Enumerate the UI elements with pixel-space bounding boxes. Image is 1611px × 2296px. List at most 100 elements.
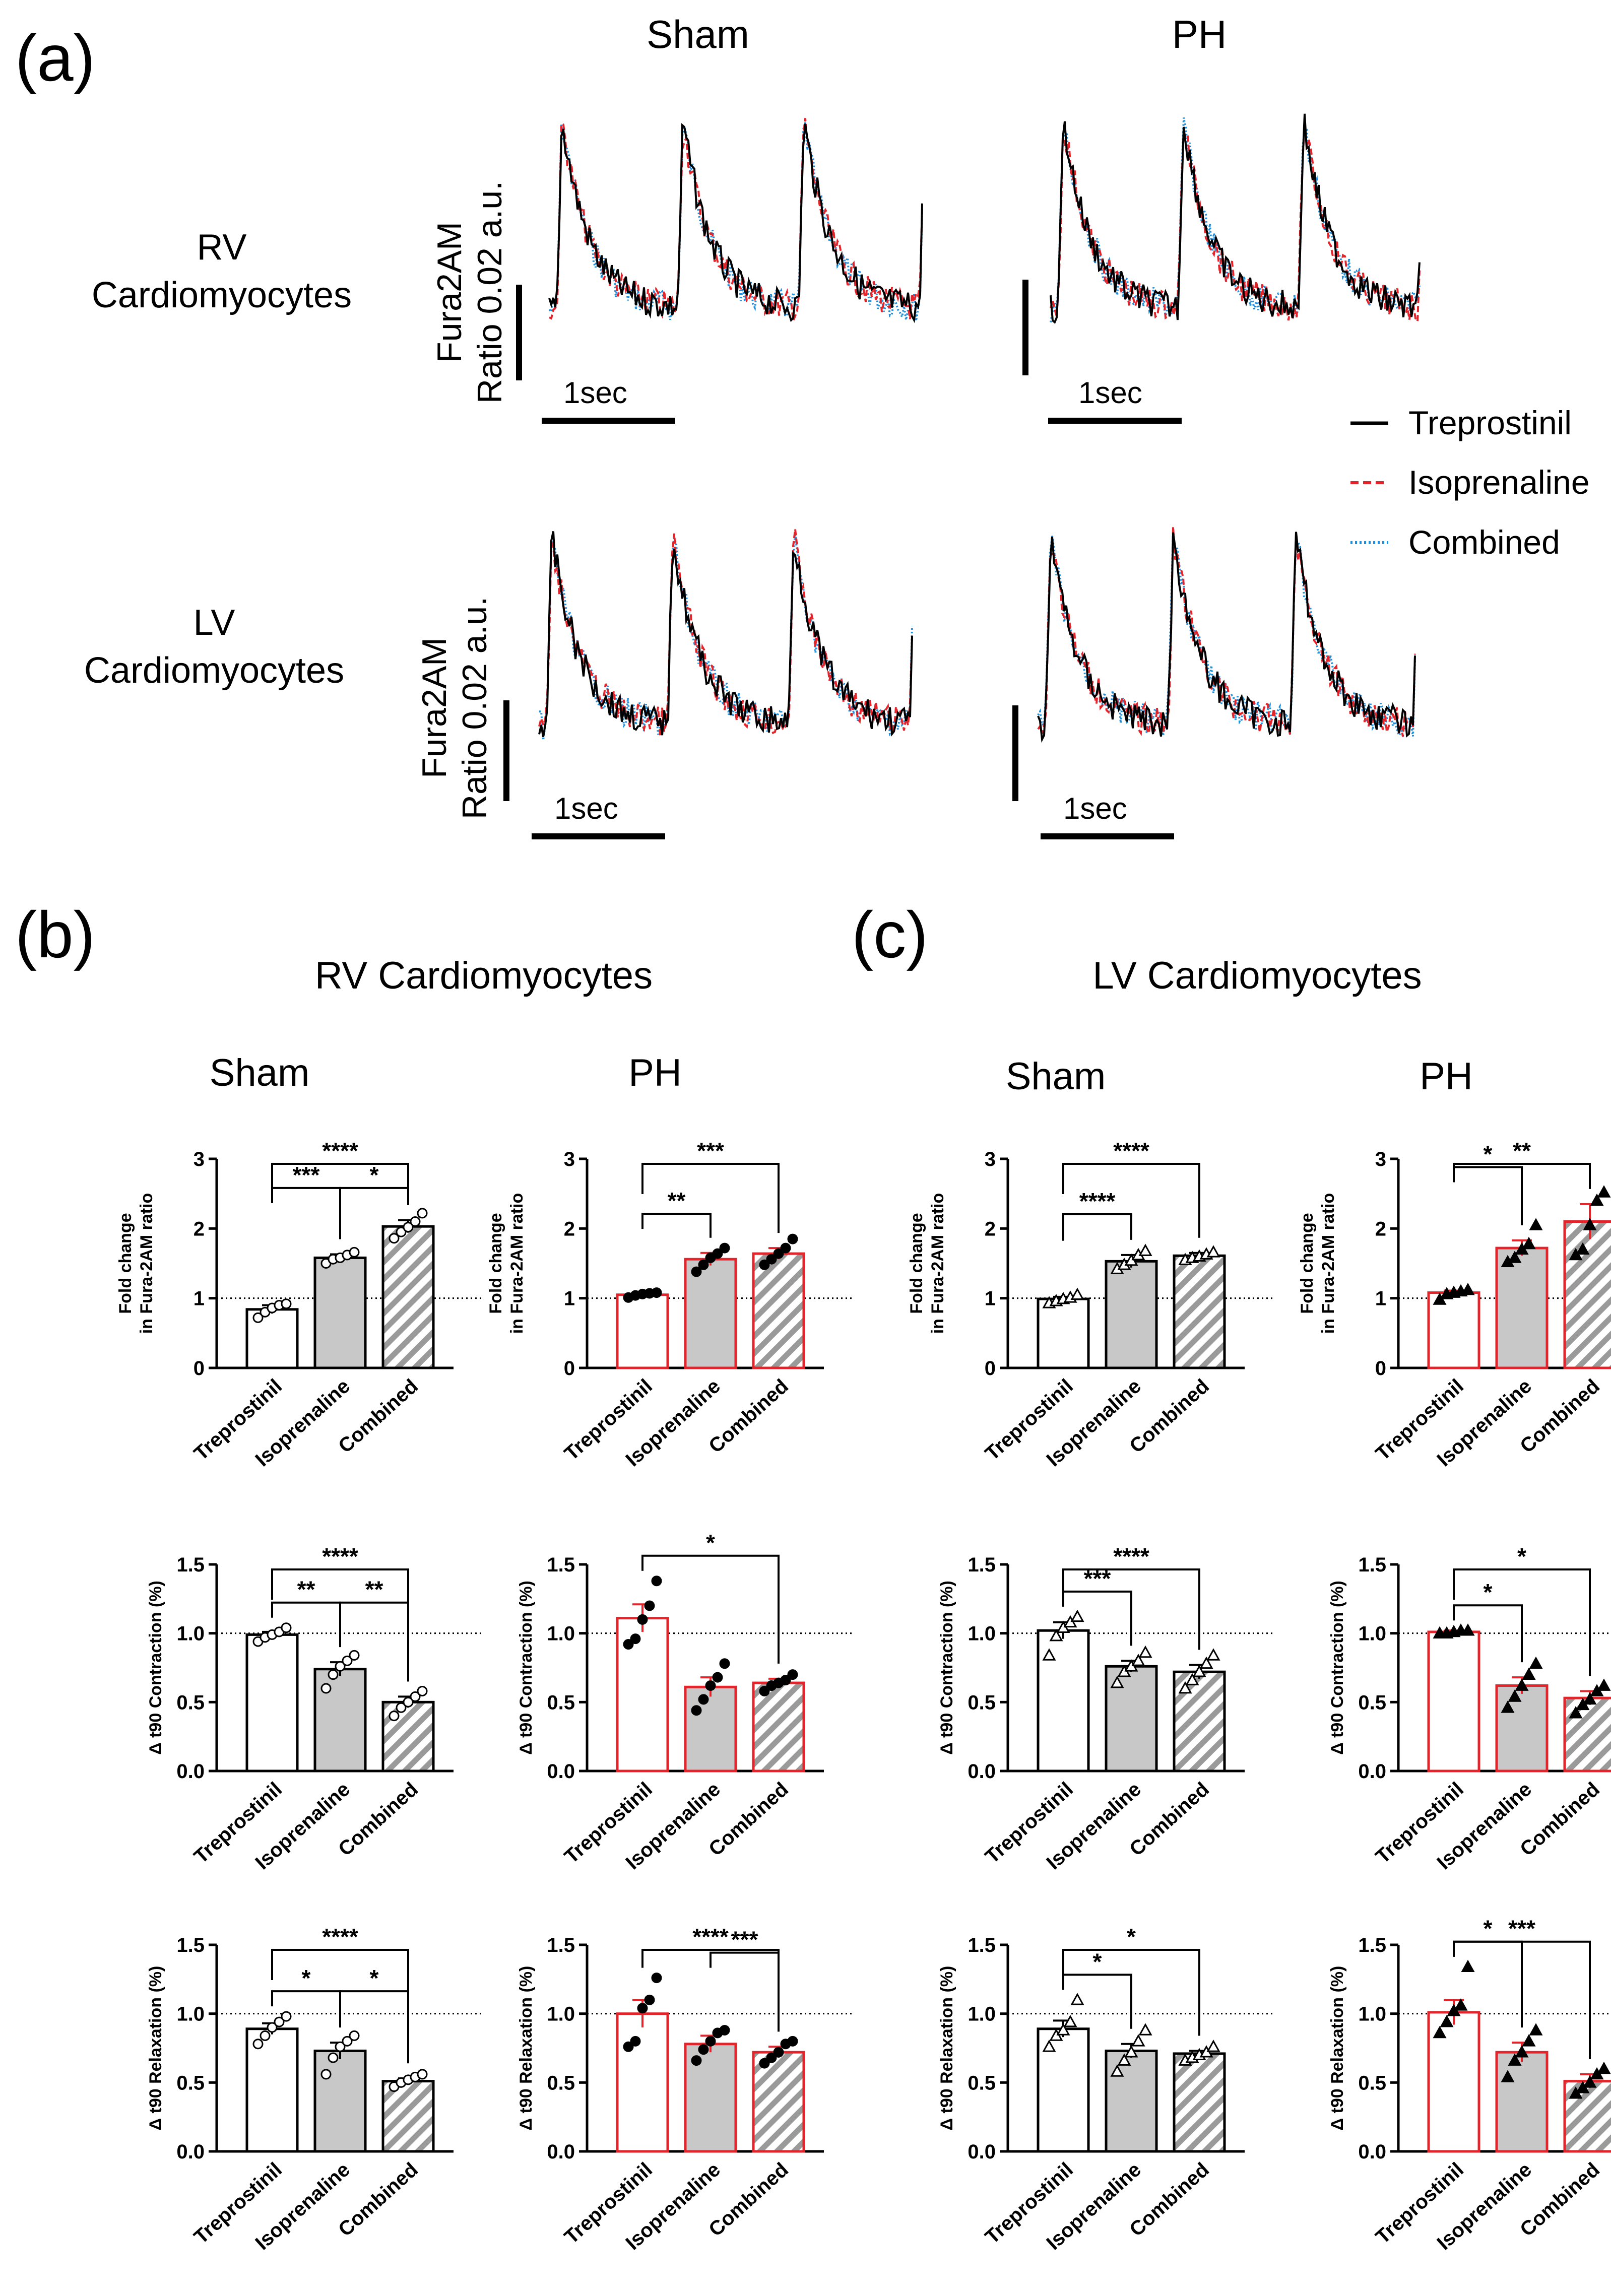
data-point — [1522, 1667, 1536, 1680]
data-point — [773, 2047, 784, 2058]
trace-rv-ph-treprostinil — [1050, 113, 1421, 324]
significance-label: **** — [1079, 1188, 1116, 1214]
significance-label: * — [1127, 1924, 1136, 1950]
y-tick-label: 0.5 — [176, 1691, 205, 1714]
legend-label-isoprenaline: Isoprenaline — [1408, 464, 1590, 501]
y-tick-label: 1.5 — [547, 1934, 575, 1956]
significance-bracket — [271, 1187, 341, 1239]
panel-b-title: RV Cardiomyocytes — [315, 954, 653, 997]
significance-label: *** — [697, 1138, 724, 1164]
trace-lv-ph-treprostinil — [1037, 532, 1416, 743]
data-point — [417, 1208, 428, 1219]
data-point — [335, 2041, 346, 2052]
data-point — [1192, 1665, 1206, 1677]
trace-lv-ph-combined — [1037, 530, 1416, 738]
y-tick-label: 1 — [564, 1288, 575, 1310]
chart-b-sham-2: 0.00.51.01.5Δ t90 Contraction (%)Trepros… — [146, 1543, 484, 1874]
data-point — [1461, 1282, 1475, 1295]
y-tick-label: 1.0 — [968, 2003, 996, 2025]
y-tick-label: 0 — [1375, 1357, 1386, 1380]
bar-isoprenaline — [1495, 1684, 1549, 1773]
panel-b-letter: (b) — [15, 898, 95, 971]
data-point — [267, 2022, 278, 2033]
significance-label: * — [1484, 1579, 1493, 1605]
data-point — [644, 1600, 655, 1611]
y-tick-label: 0.5 — [968, 1691, 996, 1714]
y-axis-label: Δ t90 Contraction (%) — [1328, 1581, 1347, 1755]
data-point — [759, 1685, 770, 1696]
data-point — [320, 2069, 332, 2080]
significance-bracket — [1062, 1163, 1200, 1238]
y-axis-label: Fold change — [1298, 1213, 1317, 1314]
y-tick-label: 1 — [985, 1288, 996, 1310]
data-point — [1199, 1656, 1213, 1669]
data-point — [281, 1298, 292, 1309]
data-point — [637, 1614, 648, 1625]
data-point — [1110, 1675, 1124, 1688]
significance-bracket — [271, 1163, 409, 1205]
significance-label: **** — [322, 1924, 358, 1950]
data-point — [1522, 2034, 1536, 2047]
y-tick-label: 1.5 — [176, 1554, 205, 1576]
significance-label: ** — [365, 1577, 383, 1603]
trace-lv-ph-isoprenaline — [1037, 527, 1416, 738]
y-tick-label: 2 — [985, 1218, 996, 1240]
bar-isoprenaline — [1495, 2051, 1549, 2153]
data-point — [417, 1685, 428, 1696]
data-point — [780, 1242, 791, 1254]
significance-bracket — [1062, 1568, 1200, 1650]
significance-label: ** — [1513, 1138, 1531, 1164]
data-point — [274, 2016, 285, 2027]
bar-isoprenaline — [1105, 1665, 1158, 1773]
data-point — [1206, 2040, 1220, 2052]
trace-lv-sham-combined — [539, 533, 913, 741]
significance-label: *** — [293, 1162, 320, 1188]
significance-bracket — [710, 1951, 780, 2032]
significance-bracket — [641, 1163, 780, 1233]
y-tick-label: 3 — [564, 1148, 575, 1170]
y-axis-label: Fold change — [486, 1213, 505, 1314]
y-axis-label: Δ t90 Contraction (%) — [937, 1581, 956, 1755]
bar-treprostinil — [616, 2012, 669, 2153]
chart-c-ph-3: 0.00.51.01.5Δ t90 Relaxation (%)Treprost… — [1328, 1916, 1611, 2254]
bar-treprostinil — [1037, 1629, 1090, 1773]
data-point — [252, 1312, 264, 1323]
data-point — [417, 2069, 428, 2080]
bar-combined — [381, 2080, 435, 2153]
data-point — [1597, 1678, 1611, 1691]
calcium-traces — [538, 113, 1421, 743]
y-axis-label: in Fura-2AM ratio — [137, 1193, 156, 1334]
y-axis-label: in Fura-2AM ratio — [507, 1193, 527, 1334]
y-axis-label: Δ t90 Contraction (%) — [146, 1581, 165, 1755]
y-tick-label: 3 — [194, 1148, 205, 1170]
significance-bracket — [271, 1568, 409, 1682]
data-point — [698, 2044, 709, 2055]
data-point — [1178, 1681, 1192, 1694]
y-tick-label: 1.5 — [1358, 1934, 1386, 1956]
data-point — [1569, 1706, 1583, 1719]
data-point — [623, 2041, 634, 2052]
data-point — [1529, 1656, 1543, 1669]
data-point — [1124, 2045, 1138, 2058]
data-point — [1131, 1654, 1145, 1666]
data-point — [1576, 1242, 1590, 1255]
legend-label-combined: Combined — [1408, 523, 1560, 561]
data-point — [389, 1711, 400, 1722]
y-axis-label: Δ t90 Contraction (%) — [517, 1581, 536, 1755]
y-tick-label: 0 — [194, 1357, 205, 1380]
y-tick-label: 1.0 — [968, 1623, 996, 1645]
scale-bar-label: 1sec — [554, 792, 618, 825]
trace-rv-ph-isoprenaline — [1050, 118, 1421, 324]
data-point — [1138, 1243, 1152, 1256]
y-tick-label: 1.5 — [1358, 1554, 1386, 1576]
y-tick-label: 0.0 — [1358, 1760, 1386, 1783]
significance-bracket — [271, 1949, 409, 2064]
data-point — [651, 1287, 662, 1298]
bar-combined — [1563, 1696, 1611, 1773]
data-point — [644, 1994, 655, 2005]
data-point — [1433, 2025, 1447, 2039]
significance-bracket — [1453, 1166, 1523, 1225]
